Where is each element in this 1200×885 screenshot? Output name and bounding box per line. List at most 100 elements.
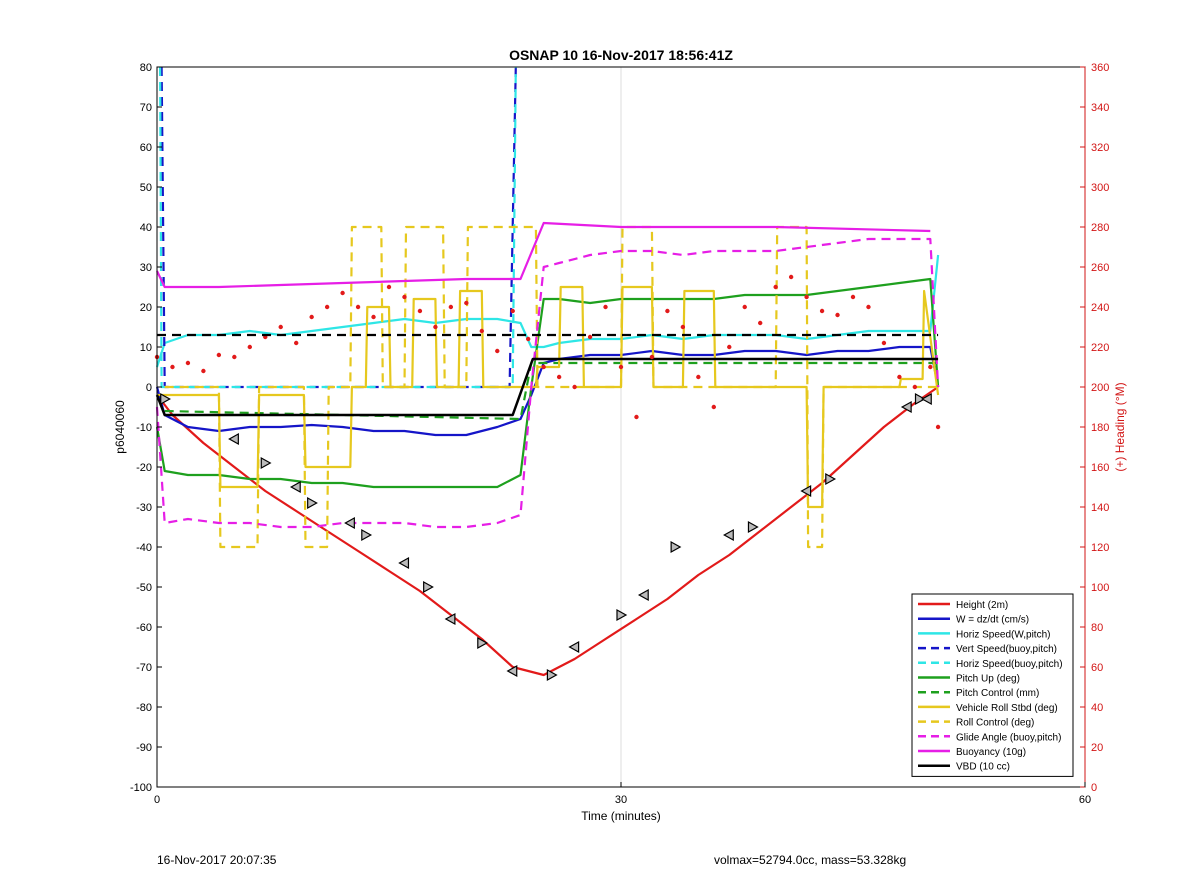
heading-point xyxy=(850,294,856,300)
y-tick-label: -60 xyxy=(136,622,152,634)
heading-point xyxy=(479,328,484,334)
series-roll-control xyxy=(164,225,939,549)
series-height xyxy=(156,386,939,677)
heading-point xyxy=(247,344,252,350)
y-tick-label: -90 xyxy=(136,742,152,754)
heading-point xyxy=(294,340,299,346)
heading-point xyxy=(386,284,392,290)
heading-point xyxy=(804,294,809,300)
y2-tick-label: 320 xyxy=(1091,142,1109,154)
heading-point xyxy=(696,374,701,380)
x-tick-label: 30 xyxy=(615,794,627,806)
y2-tick-label: 100 xyxy=(1091,582,1109,594)
y-tick-label: -100 xyxy=(130,782,152,794)
legend-label: Vehicle Roll Stbd (deg) xyxy=(956,703,1058,714)
y-tick-label: 70 xyxy=(140,102,152,114)
height-marker xyxy=(568,640,580,654)
heading-point xyxy=(526,336,531,342)
height-marker xyxy=(423,580,434,594)
height-marker xyxy=(398,556,410,570)
y-tick-label: -20 xyxy=(136,462,152,474)
y2-tick-label: 280 xyxy=(1091,222,1109,234)
heading-point xyxy=(541,364,546,370)
x-tick-label: 0 xyxy=(154,794,160,806)
heading-point xyxy=(170,364,175,370)
heading-point xyxy=(572,384,577,390)
heading-point xyxy=(201,368,206,374)
heading-point xyxy=(464,300,469,306)
height-marker xyxy=(670,540,682,554)
series-pitch-control xyxy=(164,361,939,421)
x-tick-label: 60 xyxy=(1079,794,1091,806)
heading-point xyxy=(773,284,778,290)
heading-point xyxy=(324,304,330,310)
heading-point xyxy=(866,304,871,310)
y-tick-label: 60 xyxy=(140,142,152,154)
legend-label: Glide Angle (buoy,pitch) xyxy=(956,732,1061,743)
series-vert-speed-buoy xyxy=(160,66,517,389)
height-marker xyxy=(344,516,355,530)
height-marker xyxy=(506,664,518,678)
y-tick-label: 80 xyxy=(140,62,152,74)
heading-point xyxy=(788,274,794,280)
y-tick-label: 30 xyxy=(140,262,152,274)
y2-tick-label: 40 xyxy=(1091,702,1103,714)
x-axis-label: Time (minutes) xyxy=(581,809,661,823)
height-marker xyxy=(260,456,272,470)
heading-point xyxy=(587,334,593,340)
y2-tick-label: 180 xyxy=(1091,422,1109,434)
heading-point xyxy=(935,424,941,430)
series-roll xyxy=(157,285,940,509)
heading-point xyxy=(433,324,438,330)
heading-point xyxy=(912,384,918,390)
height-marker xyxy=(477,636,489,650)
y2-tick-label: 80 xyxy=(1091,622,1103,634)
legend-label: Buoyancy (10g) xyxy=(956,747,1026,758)
legend-label: Pitch Up (deg) xyxy=(956,674,1020,685)
y2-tick-label: 300 xyxy=(1091,182,1109,194)
height-marker xyxy=(616,608,628,622)
height-marker xyxy=(914,392,926,406)
heading-point xyxy=(835,312,840,318)
heading-point xyxy=(371,314,376,320)
y-tick-label: -10 xyxy=(136,422,152,434)
series-glide-angle xyxy=(155,237,940,529)
legend-label: Vert Speed(buoy,pitch) xyxy=(956,644,1057,655)
legend-box xyxy=(911,593,1074,777)
axes: -100-90-80-70-60-50-40-30-20-10010203040… xyxy=(130,62,1109,806)
legend-label: VBD (10 cc) xyxy=(956,762,1010,773)
heading-point xyxy=(232,354,237,360)
y-axis-label: p6040060 xyxy=(113,400,127,454)
heading-point xyxy=(417,308,423,314)
heading-point xyxy=(680,324,686,330)
height-marker xyxy=(289,480,301,494)
legend: Height (2m) W = dz/dt (cm/s) Horiz Speed(W… xyxy=(911,593,1074,777)
y-tick-label: 10 xyxy=(140,342,152,354)
heading-point xyxy=(881,340,887,346)
heading-point xyxy=(742,304,747,310)
y-tick-label: 50 xyxy=(140,182,152,194)
y-tick-label: -30 xyxy=(136,502,152,514)
heading-point xyxy=(448,304,454,310)
series-layer xyxy=(154,66,941,677)
footer-timestamp: 16-Nov-2017 20:07:35 xyxy=(157,853,277,867)
heading-point xyxy=(665,308,670,314)
heading-point xyxy=(355,304,361,310)
y2-tick-label: 340 xyxy=(1091,102,1109,114)
heading-point xyxy=(727,344,732,350)
height-marker xyxy=(228,432,239,446)
series-vbd xyxy=(155,357,939,417)
height-marker xyxy=(825,472,837,486)
heading-point xyxy=(711,404,716,410)
legend-label: Height (2m) xyxy=(956,600,1008,611)
heading-point xyxy=(819,308,825,314)
y-tick-label: -40 xyxy=(136,542,152,554)
y2-tick-label: 200 xyxy=(1091,382,1109,394)
height-marker xyxy=(921,392,932,406)
heading-point xyxy=(649,354,655,360)
series-horiz-speed-buoy xyxy=(159,66,517,389)
y-tick-label: -80 xyxy=(136,702,152,714)
chart-title: OSNAP 10 16-Nov-2017 18:56:41Z xyxy=(509,47,733,63)
legend-label: Horiz Speed(buoy,pitch) xyxy=(956,659,1063,670)
